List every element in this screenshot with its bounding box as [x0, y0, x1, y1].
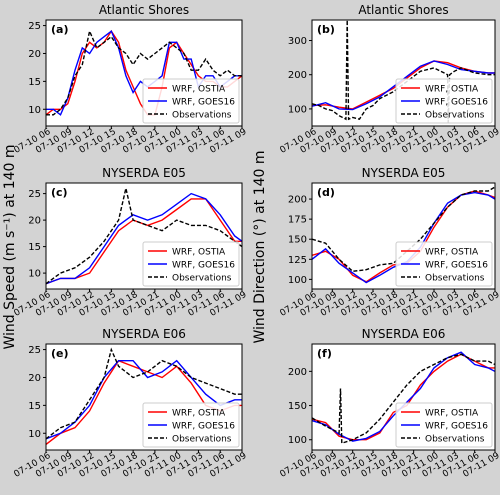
panel-a-ytick-label: 20 [28, 49, 41, 60]
panel-f-title: NYSERDA E06 [362, 327, 446, 341]
panel-b-series-observations [312, 20, 495, 123]
panel-f-legend-label: Observations [425, 435, 485, 445]
panel-b-panel-label: (b) [317, 23, 335, 36]
panel-c-series-observations [46, 188, 242, 285]
panel-d-legend-label: Observations [425, 274, 485, 284]
panel-f-panel-label: (f) [317, 347, 332, 360]
panel-e-legend-label: WRF, GOES16 [172, 422, 235, 432]
panel-c-ytick-label: 10 [28, 269, 41, 280]
panel-e-frame [45, 343, 243, 451]
panel-d-ytick-label: 150 [288, 235, 307, 246]
panel-f-legend: WRF, OSTIA WRF, GOES16 Observations [395, 402, 493, 448]
panel-d-series-observations [312, 186, 495, 273]
panel-b-legend-box [395, 78, 493, 124]
panel-e-legend-box [142, 402, 240, 448]
panel-b-legend-label: WRF, OSTIA [425, 85, 479, 95]
panel-a-legend-label: WRF, GOES16 [172, 98, 235, 108]
panel-b-legend-label: Observations [425, 111, 485, 121]
panel-f-ytick-label: 100 [288, 435, 307, 446]
panel-d-title: NYSERDA E05 [362, 166, 446, 180]
panel-f-legend-label: WRF, GOES16 [425, 422, 488, 432]
panel-e-legend: WRF, OSTIA WRF, GOES16 Observations [142, 402, 240, 448]
panel-a-ytick-label: 25 [28, 21, 41, 32]
panel-f-series-wrf-goes16 [312, 351, 495, 442]
panel-e-ytick-label: 15 [28, 401, 41, 412]
panel-a-legend-box [142, 78, 240, 124]
panel-e-ytick-label: 20 [28, 373, 41, 384]
panel-f-legend-box [395, 402, 493, 448]
panel-e-ytick-label: 10 [28, 429, 41, 440]
panel-b-legend-label: WRF, GOES16 [425, 98, 488, 108]
panel-e-series-wrf-goes16 [46, 359, 242, 440]
panel-a-title: Atlantic Shores [99, 3, 189, 17]
panel-c-title: NYSERDA E05 [102, 166, 186, 180]
panel-e-series-observations [46, 347, 242, 440]
panel-b-ytick-label: 100 [288, 104, 307, 115]
panel-e-title: NYSERDA E06 [102, 327, 186, 341]
panel-a-legend: WRF, OSTIA WRF, GOES16 Observations [142, 78, 240, 124]
panel-d-ytick-label: 125 [288, 255, 307, 266]
panel-c-series-wrf-ostia [46, 198, 242, 285]
panel-b-frame [311, 19, 496, 127]
panel-f-ytick-label: 150 [288, 401, 307, 412]
panel-d-frame [311, 182, 496, 290]
panel-b-legend: WRF, OSTIA WRF, GOES16 Observations [395, 78, 493, 124]
panel-d-legend-label: WRF, GOES16 [425, 261, 488, 271]
panel-c-series-wrf-goes16 [46, 192, 242, 285]
panel-c-legend-label: Observations [172, 274, 232, 284]
panel-c-frame [45, 182, 243, 290]
panel-e-legend-label: Observations [172, 435, 232, 445]
panel-d-ytick-label: 100 [288, 275, 307, 286]
panel-d-legend-label: WRF, OSTIA [425, 248, 479, 258]
panel-f-series-observations [312, 353, 495, 445]
panel-a-ytick-label: 15 [28, 77, 41, 88]
panel-a-frame [45, 19, 243, 127]
panel-e-panel-label: (e) [51, 347, 69, 360]
panel-a-legend-label: Observations [172, 111, 232, 121]
panel-c-legend-label: WRF, OSTIA [172, 248, 226, 258]
panel-a-legend-label: WRF, OSTIA [172, 85, 226, 95]
panel-d-panel-label: (d) [317, 186, 335, 199]
panel-b-ytick-label: 200 [288, 70, 307, 81]
panel-d-ytick-label: 175 [288, 215, 307, 226]
panel-a-panel-label: (a) [51, 23, 68, 36]
panel-c-legend-box [142, 241, 240, 287]
panel-c-legend-label: WRF, GOES16 [172, 261, 235, 271]
panel-f-ytick-label: 200 [288, 367, 307, 378]
panel-b-ytick-label: 300 [288, 36, 307, 47]
panel-e-ytick-label: 25 [28, 345, 41, 356]
panel-b-title: Atlantic Shores [358, 3, 448, 17]
panel-c-legend: WRF, OSTIA WRF, GOES16 Observations [142, 241, 240, 287]
panel-f-legend-label: WRF, OSTIA [425, 409, 479, 419]
panel-c-ytick-label: 15 [28, 242, 41, 253]
panel-c-panel-label: (c) [51, 186, 68, 199]
panel-c-ytick-label: 20 [28, 216, 41, 227]
panel-d-legend: WRF, OSTIA WRF, GOES16 Observations [395, 241, 493, 287]
panel-d-ytick-label: 200 [288, 195, 307, 206]
panel-d-legend-box [395, 241, 493, 287]
y-label-right: Wind Direction (°) at 140 m [252, 150, 268, 343]
panel-c-ytick-label: 25 [28, 189, 41, 200]
panel-a-ytick-label: 10 [28, 105, 41, 116]
y-label-left: Wind Speed (m s⁻¹) at 140 m [2, 144, 18, 349]
panel-f-frame [311, 343, 496, 451]
panel-e-legend-label: WRF, OSTIA [172, 409, 226, 419]
